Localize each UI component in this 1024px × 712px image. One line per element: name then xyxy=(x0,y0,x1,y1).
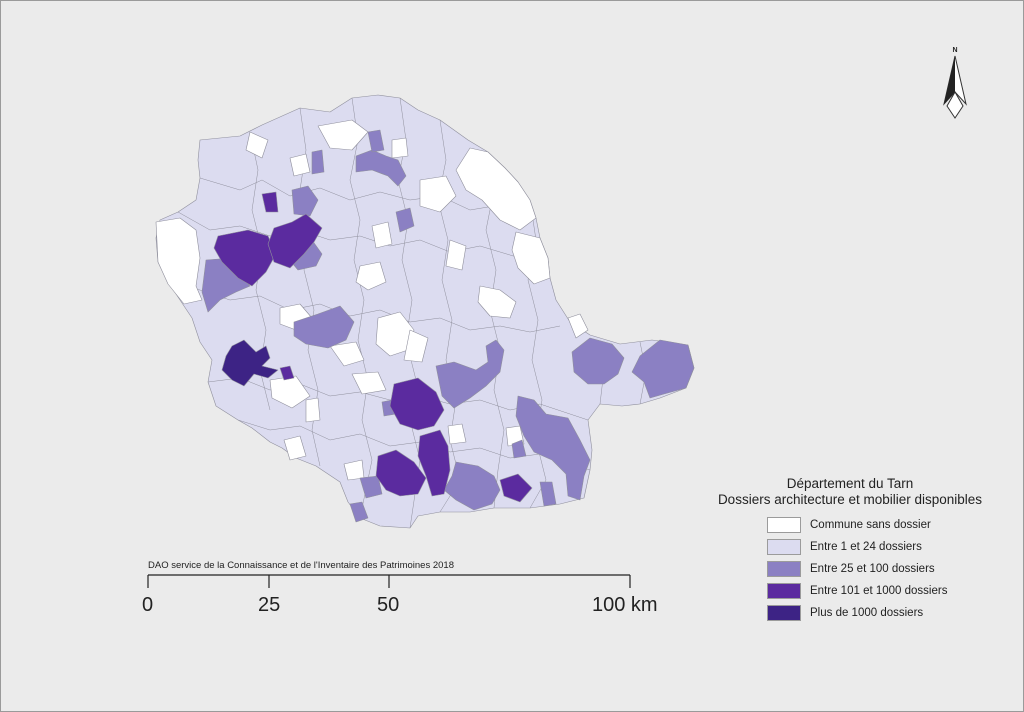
legend-label: Entre 101 et 1000 dossiers xyxy=(810,585,948,597)
communes-plus-1000 xyxy=(221,339,279,387)
legend-item: Entre 101 et 1000 dossiers xyxy=(767,580,947,602)
scale-tick-0: 0 xyxy=(142,594,154,616)
legend-item: Plus de 1000 dossiers xyxy=(767,602,947,624)
legend-label: Entre 1 et 24 dossiers xyxy=(810,541,922,553)
scale-tick-25: 25 xyxy=(258,594,281,616)
legend-swatch xyxy=(767,583,801,599)
credit-text: DAO service de la Connaissance et de l'I… xyxy=(148,560,454,571)
legend-label: Plus de 1000 dossiers xyxy=(810,607,924,619)
north-arrow-icon: N xyxy=(943,47,967,119)
communes-25-100 xyxy=(201,129,695,523)
legend-label: Commune sans dossier xyxy=(810,519,931,531)
legend-items: Commune sans dossier Entre 1 et 24 dossi… xyxy=(767,514,947,624)
north-label: N xyxy=(952,47,957,54)
legend-swatch xyxy=(767,561,801,577)
scale-bar xyxy=(147,574,631,588)
legend-item: Entre 1 et 24 dossiers xyxy=(767,536,947,558)
legend-item: Entre 25 et 100 dossiers xyxy=(767,558,947,580)
communes-101-1000 xyxy=(213,191,533,503)
communes-sans-dossier xyxy=(155,119,589,481)
legend-item: Commune sans dossier xyxy=(767,514,947,536)
legend-swatch xyxy=(767,539,801,555)
scale-tick-100: 100 km xyxy=(592,594,658,616)
legend-swatch xyxy=(767,605,801,621)
scale-tick-50: 50 xyxy=(377,594,400,616)
legend-subtitle: Dossiers architecture et mobilier dispon… xyxy=(717,492,983,507)
legend-title: Département du Tarn xyxy=(786,476,914,491)
map-legend: Département du Tarn Dossiers architectur… xyxy=(700,476,1000,621)
legend-swatch xyxy=(767,517,801,533)
legend-label: Entre 25 et 100 dossiers xyxy=(810,563,935,575)
